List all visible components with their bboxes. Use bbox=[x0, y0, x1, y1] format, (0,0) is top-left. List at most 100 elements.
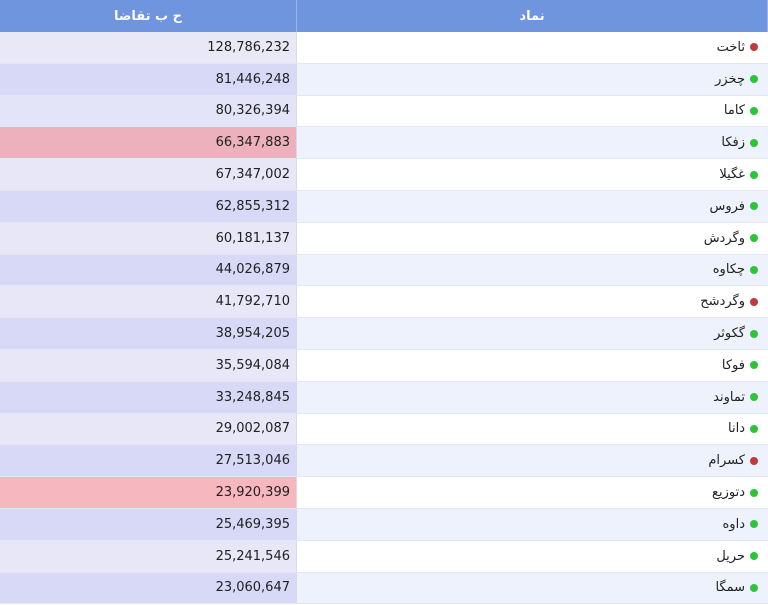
table-row[interactable]: 60,181,137 وگردش bbox=[0, 222, 768, 255]
status-down-icon bbox=[750, 43, 758, 52]
value-cell: 35,594,084 bbox=[0, 349, 297, 381]
symbol-label: حریل bbox=[716, 548, 745, 564]
symbol-cell[interactable]: چخزر bbox=[297, 63, 768, 95]
symbol-label: سمگا bbox=[715, 580, 745, 596]
table-row[interactable]: 29,002,087 دانا bbox=[0, 413, 768, 446]
symbol-label: غگیلا bbox=[719, 167, 745, 183]
symbol-cell[interactable]: کاما bbox=[297, 95, 768, 127]
symbol-label: کاما bbox=[723, 103, 745, 119]
symbol-wrap: وگردشح bbox=[700, 294, 758, 309]
table-row[interactable]: 35,594,084 فوکا bbox=[0, 349, 768, 382]
status-up-icon bbox=[750, 520, 758, 529]
symbol-wrap: فروس bbox=[709, 199, 758, 214]
status-up-icon bbox=[750, 583, 758, 592]
value-cell: 81,446,248 bbox=[0, 63, 297, 95]
value-cell: 23,060,647 bbox=[0, 572, 297, 604]
symbol-cell[interactable]: دانا bbox=[297, 413, 768, 445]
table-row[interactable]: 66,347,883 زفکا bbox=[0, 127, 768, 160]
symbol-label: دتوزیع bbox=[712, 485, 745, 501]
symbol-cell[interactable]: زفکا bbox=[297, 127, 768, 159]
value-cell: 41,792,710 bbox=[0, 286, 297, 318]
symbol-wrap: داوه bbox=[722, 516, 758, 532]
value-cell: 67,347,002 bbox=[0, 159, 297, 190]
symbol-cell[interactable]: حریل bbox=[297, 540, 768, 572]
symbol-label: گکوثر bbox=[714, 326, 745, 342]
table-header: ح ب تقاضا نماد bbox=[0, 0, 768, 32]
symbol-cell[interactable]: گکوثر bbox=[297, 318, 768, 349]
value-cell: 60,181,137 bbox=[0, 222, 297, 254]
symbol-label: فروس bbox=[709, 198, 745, 214]
value-cell: 38,954,205 bbox=[0, 318, 297, 349]
symbol-wrap: وگردش bbox=[704, 231, 758, 246]
symbol-label: داوه bbox=[722, 516, 746, 532]
table-row[interactable]: 23,920,399 دتوزیع bbox=[0, 477, 768, 509]
status-up-icon bbox=[750, 202, 758, 211]
symbol-label: کسرام bbox=[708, 453, 745, 469]
value-cell: 44,026,879 bbox=[0, 254, 297, 286]
status-up-icon bbox=[750, 424, 758, 433]
symbol-wrap: زفکا bbox=[721, 135, 758, 150]
value-cell: 23,920,399 bbox=[0, 477, 297, 508]
symbol-label: دانا bbox=[728, 421, 745, 437]
table-row[interactable]: 25,469,395 داوه bbox=[0, 508, 768, 541]
table-row[interactable]: 128,786,232 ثاخت bbox=[0, 32, 768, 64]
symbol-wrap: چخزر bbox=[715, 72, 758, 87]
symbol-cell[interactable]: وگردش bbox=[297, 222, 768, 254]
status-up-icon bbox=[750, 393, 758, 402]
symbol-label: فوکا bbox=[721, 357, 745, 373]
status-up-icon bbox=[750, 265, 758, 274]
table-row[interactable]: 81,446,248 چخزر bbox=[0, 63, 768, 96]
symbol-cell[interactable]: ثاخت bbox=[297, 32, 768, 63]
column-header-value[interactable]: ح ب تقاضا bbox=[0, 0, 297, 32]
symbol-cell[interactable]: فوکا bbox=[297, 349, 768, 381]
table-row[interactable]: 67,347,002 غگیلا bbox=[0, 159, 768, 191]
table-row[interactable]: 25,241,546 حریل bbox=[0, 540, 768, 573]
symbol-cell[interactable]: کسرام bbox=[297, 445, 768, 477]
table-body: 128,786,232 ثاخت 81,446,248 چخزر 80,326,394 ک… bbox=[0, 32, 768, 605]
value-cell: 33,248,845 bbox=[0, 381, 297, 413]
symbol-cell[interactable]: چکاوه bbox=[297, 254, 768, 286]
table-row[interactable]: 41,792,710 وگردشح bbox=[0, 286, 768, 319]
symbol-label: وگردشح bbox=[700, 294, 745, 310]
table-row[interactable]: 38,954,205 گکوثر bbox=[0, 318, 768, 350]
symbol-label: چکاوه bbox=[712, 262, 745, 278]
value-cell: 128,786,232 bbox=[0, 32, 297, 63]
status-up-icon bbox=[750, 75, 758, 84]
status-up-icon bbox=[750, 234, 758, 243]
symbol-cell[interactable]: وگردشح bbox=[297, 286, 768, 318]
symbol-wrap: فوکا bbox=[722, 358, 758, 373]
value-cell: 29,002,087 bbox=[0, 413, 297, 445]
symbol-wrap: دانا bbox=[728, 421, 758, 436]
symbol-wrap: چکاوه bbox=[713, 262, 758, 277]
symbol-wrap: حریل bbox=[716, 549, 758, 564]
symbol-cell[interactable]: فروس bbox=[297, 190, 768, 222]
symbol-label: چخزر bbox=[715, 71, 745, 87]
status-up-icon bbox=[750, 170, 758, 179]
status-up-icon bbox=[750, 329, 758, 338]
symbol-cell[interactable]: سمگا bbox=[297, 572, 768, 604]
symbol-label: وگردش bbox=[703, 230, 745, 246]
status-up-icon bbox=[750, 361, 758, 370]
table-row[interactable]: 62,855,312 فروس bbox=[0, 190, 768, 223]
table-row[interactable]: 27,513,046 کسرام bbox=[0, 445, 768, 478]
status-up-icon bbox=[750, 552, 758, 561]
symbol-wrap: گکوثر bbox=[714, 326, 758, 341]
symbol-cell[interactable]: دتوزیع bbox=[297, 477, 768, 508]
table-row[interactable]: 33,248,845 تماوند bbox=[0, 381, 768, 414]
table-row[interactable]: 23,060,647 سمگا bbox=[0, 572, 768, 605]
symbol-cell[interactable]: تماوند bbox=[297, 381, 768, 413]
status-up-icon bbox=[750, 138, 758, 147]
status-down-icon bbox=[750, 456, 758, 465]
table-row[interactable]: 80,326,394 کاما bbox=[0, 95, 768, 128]
symbol-cell[interactable]: غگیلا bbox=[297, 159, 768, 190]
symbol-wrap: غگیلا bbox=[719, 167, 758, 182]
table-row[interactable]: 44,026,879 چکاوه bbox=[0, 254, 768, 287]
status-down-icon bbox=[750, 297, 758, 306]
symbol-cell[interactable]: داوه bbox=[297, 508, 768, 540]
symbol-label: زفکا bbox=[721, 135, 745, 151]
status-up-icon bbox=[750, 106, 758, 115]
symbol-wrap: سمگا bbox=[715, 580, 758, 595]
value-cell: 27,513,046 bbox=[0, 445, 297, 477]
symbol-label: تماوند bbox=[713, 389, 745, 405]
column-header-symbol[interactable]: نماد bbox=[297, 0, 768, 32]
